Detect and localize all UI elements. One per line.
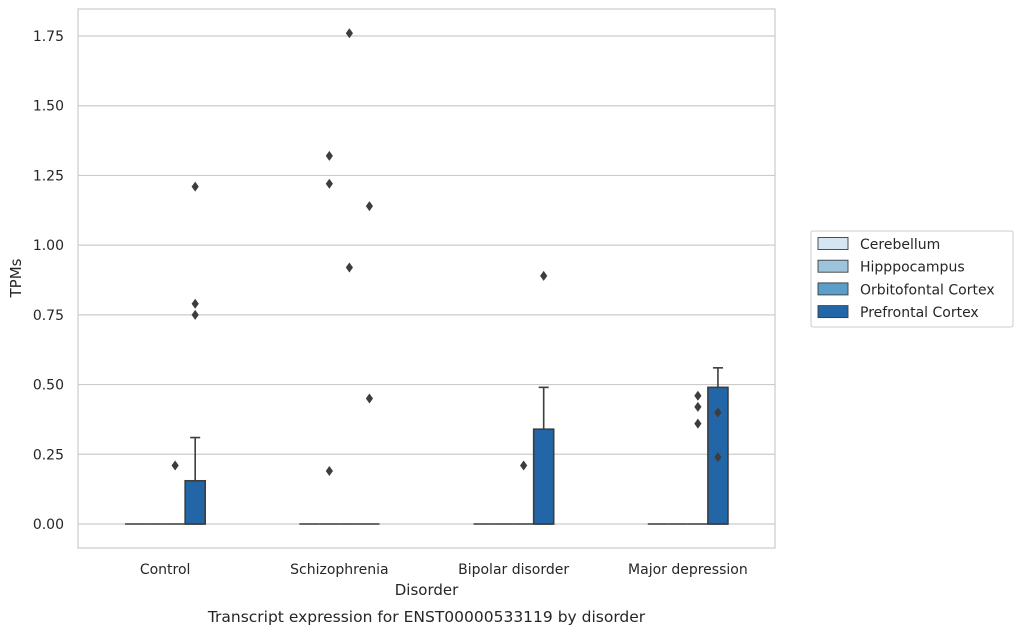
y-axis-label: TPMs	[7, 258, 25, 298]
outlier-point	[714, 407, 722, 418]
y-tick-labels: 0.00 0.25 0.50 0.75 1.00 1.25 1.50 1.75	[33, 29, 64, 533]
x-axis-label: Disorder	[395, 581, 459, 599]
outlier-point	[325, 150, 333, 161]
legend-label: Orbitofontal Cortex	[860, 282, 995, 298]
outlier-point	[365, 201, 374, 212]
plot-background	[78, 9, 775, 548]
plot-frame	[77, 8, 776, 549]
y-tick-label: 0.25	[33, 447, 64, 463]
outlier-point	[191, 309, 199, 320]
legend-swatch	[817, 259, 849, 273]
outliers	[171, 28, 722, 477]
outlier-point	[365, 393, 374, 404]
legend: Cerebellum Hipppocampus Orbitofontal Corte…	[810, 230, 1014, 328]
x-tick-labels: Control Schizophrenia Bipolar disorder Majo…	[140, 562, 748, 578]
y-tick-label: 1.00	[33, 238, 64, 254]
legend-label: Prefrontal Cortex	[860, 305, 979, 321]
outlier-point	[694, 401, 702, 412]
boxes	[125, 367, 729, 525]
box	[532, 428, 555, 525]
x-tick-label: Schizophrenia	[290, 562, 388, 578]
legend-label: Cerebellum	[860, 237, 940, 253]
outlier-point	[540, 270, 548, 281]
y-tick-label: 0.75	[33, 308, 64, 324]
legend-frame	[810, 230, 1014, 328]
legend-label: Hipppocampus	[860, 260, 965, 276]
outlier-point	[325, 178, 333, 189]
outlier-point	[694, 390, 702, 401]
outlier-point	[520, 460, 528, 471]
outlier-point	[345, 28, 353, 39]
outlier-point	[325, 466, 333, 477]
legend-swatch	[817, 282, 849, 296]
box-prefrontal-cortex	[707, 367, 729, 525]
x-tick-label: Control	[140, 562, 191, 578]
legend-swatch	[817, 305, 849, 319]
y-tick-label: 0.00	[33, 517, 64, 533]
outlier-point	[714, 452, 722, 463]
y-tick-label: 1.75	[33, 29, 64, 45]
box-prefrontal-cortex	[184, 436, 207, 525]
chart-caption: Transcript expression for ENST0000053311…	[207, 608, 646, 626]
legend-swatch	[817, 237, 849, 250]
x-tick-label: Bipolar disorder	[458, 562, 569, 578]
box	[184, 479, 207, 525]
x-tick-label: Major depression	[628, 562, 748, 578]
outlier-point	[191, 298, 199, 309]
y-tick-label: 1.25	[33, 168, 64, 184]
outlier-point	[171, 460, 179, 471]
box-prefrontal-cortex	[532, 386, 555, 525]
outlier-point	[345, 262, 353, 273]
outlier-point	[191, 181, 199, 192]
outlier-point	[694, 418, 702, 429]
y-tick-label: 1.50	[33, 99, 64, 115]
y-tick-label: 0.50	[33, 378, 64, 394]
